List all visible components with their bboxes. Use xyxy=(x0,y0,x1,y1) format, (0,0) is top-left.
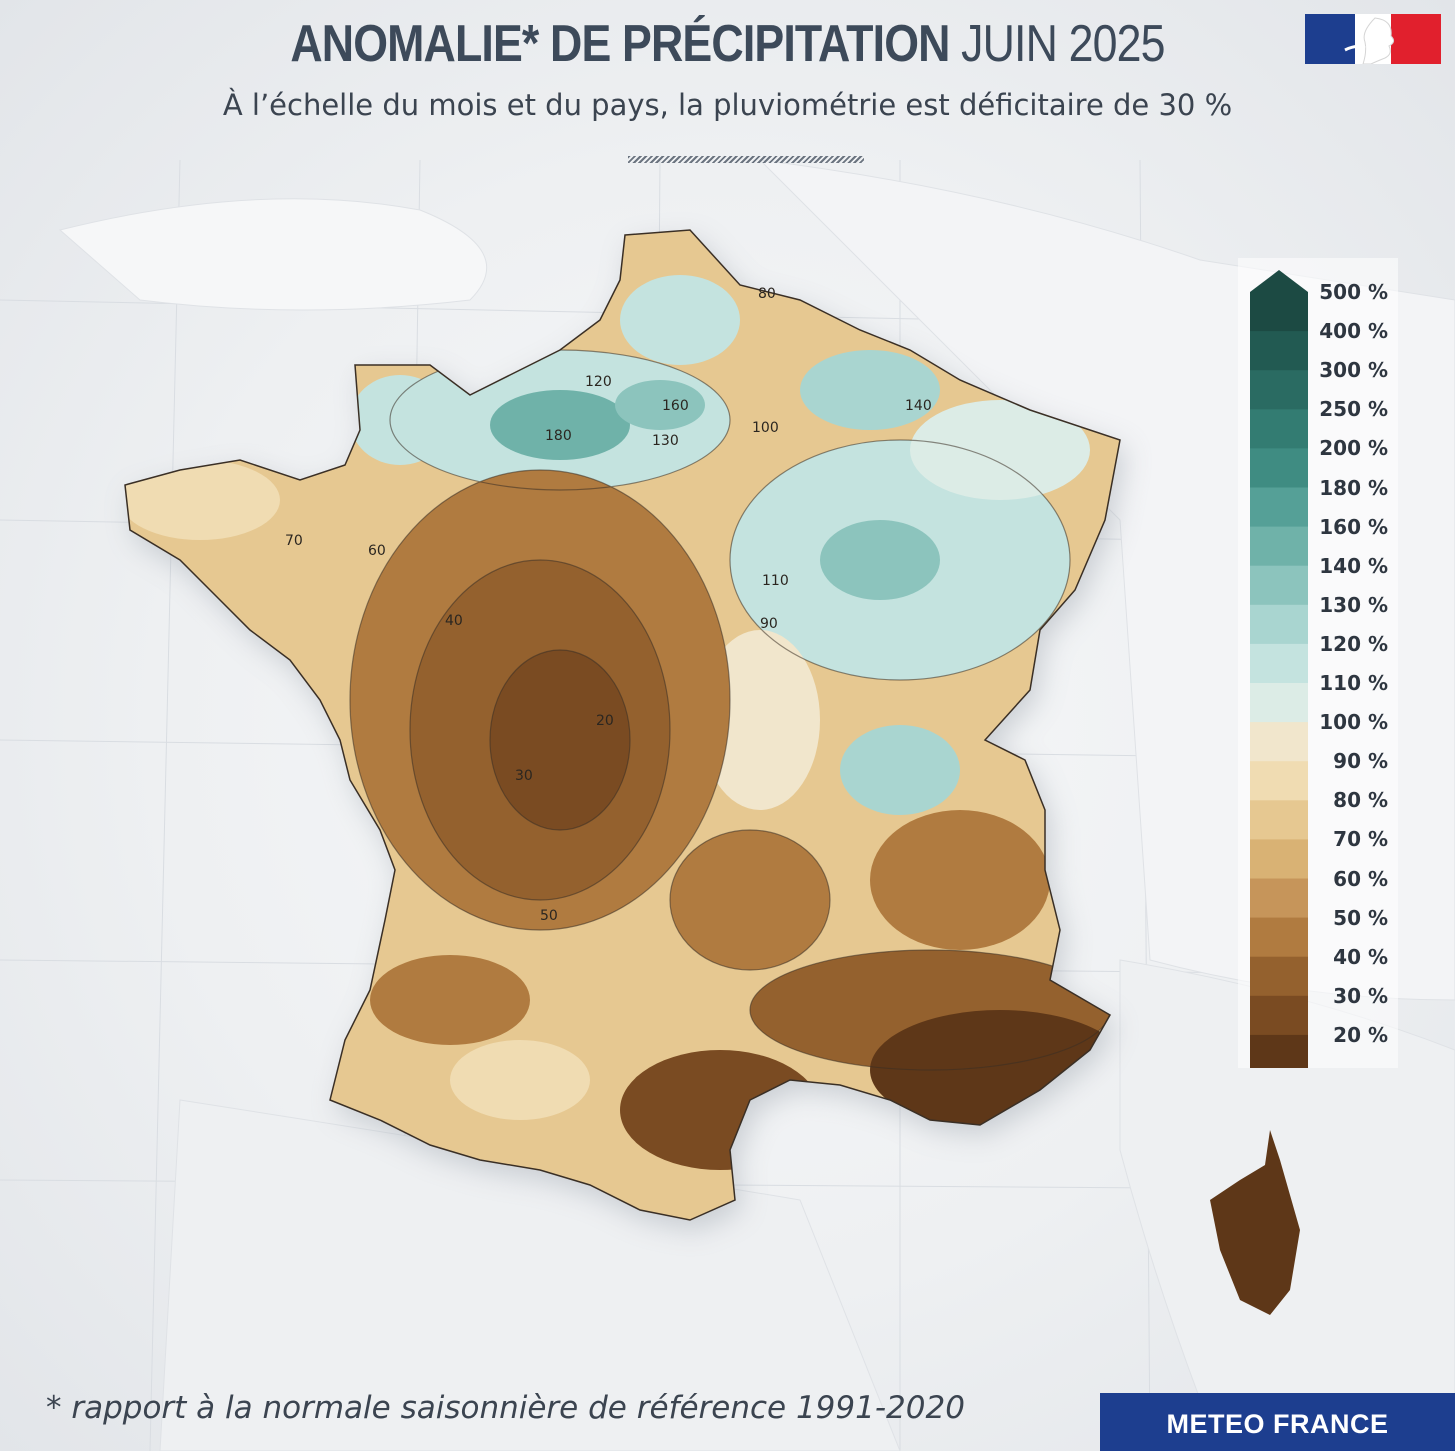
contour-label: 90 xyxy=(760,616,778,632)
legend-label: 40 % xyxy=(1333,944,1388,969)
legend-label: 70 % xyxy=(1333,827,1388,852)
legend-swatch xyxy=(1250,761,1308,801)
legend-swatch xyxy=(1250,448,1308,488)
legend-label: 300 % xyxy=(1319,358,1388,383)
contour-labels: 80 100 120 130 160 180 140 110 90 70 60 … xyxy=(285,286,932,924)
footnote: * rapport à la normale saisonnière de ré… xyxy=(46,1390,965,1426)
uk-shape xyxy=(58,198,488,311)
title-date: JUIN 2025 xyxy=(961,15,1165,73)
legend-label: 500 % xyxy=(1319,280,1388,304)
legend-label: 20 % xyxy=(1333,1022,1388,1047)
legend-label: 90 % xyxy=(1333,749,1388,774)
contour-label: 120 xyxy=(585,374,612,390)
contour-label: 80 xyxy=(758,286,776,302)
legend-swatch xyxy=(1250,839,1308,879)
legend-swatch xyxy=(1250,995,1308,1036)
contour-label: 20 xyxy=(596,713,614,729)
contour-label: 110 xyxy=(762,573,789,589)
legend-label: 100 % xyxy=(1319,710,1388,735)
legend-label: 160 % xyxy=(1319,514,1388,539)
legend-swatch xyxy=(1250,370,1308,410)
legend-swatch xyxy=(1250,526,1308,567)
legend-label: 50 % xyxy=(1333,905,1388,930)
corsica xyxy=(1210,1130,1300,1315)
legend-label: 80 % xyxy=(1333,788,1388,813)
legend-swatch xyxy=(1250,487,1308,528)
legend-label: 180 % xyxy=(1319,475,1388,500)
contour-label: 140 xyxy=(905,398,932,414)
legend-label: 30 % xyxy=(1333,983,1388,1008)
legend-swatch xyxy=(1250,878,1308,919)
legend-swatch xyxy=(1250,604,1308,645)
legend-swatch xyxy=(1250,409,1308,449)
contour-label: 60 xyxy=(368,543,386,559)
legend-label: 250 % xyxy=(1319,397,1388,422)
legend-color-bar xyxy=(1250,270,1308,1068)
contour-label: 180 xyxy=(545,428,572,444)
meteo-france-logo: METEO FRANCE xyxy=(1100,1393,1455,1451)
legend-label: 60 % xyxy=(1333,866,1388,891)
legend-swatch xyxy=(1250,917,1308,958)
contour-label: 160 xyxy=(662,398,689,414)
legend-swatch xyxy=(1250,292,1308,332)
contour-label: 40 xyxy=(445,613,463,629)
legend-swatch xyxy=(1250,643,1308,684)
page-subtitle: À l’échelle du mois et du pays, la pluvi… xyxy=(222,88,1233,122)
legend-swatch xyxy=(1250,565,1308,606)
legend-label: 110 % xyxy=(1319,671,1388,695)
contour-label: 30 xyxy=(515,768,533,784)
title-main: ANOMALIE* DE PRÉCIPITATION xyxy=(290,15,950,73)
contour-label: 130 xyxy=(652,433,679,449)
title-divider xyxy=(628,156,864,163)
legend-swatch xyxy=(1250,800,1308,840)
page-title: ANOMALIE* DE PRÉCIPITATION JUIN 2025 xyxy=(102,14,1353,74)
legend-label: 120 % xyxy=(1319,631,1388,656)
legend-label: 130 % xyxy=(1319,592,1388,617)
legend-label: 140 % xyxy=(1319,553,1388,578)
legend-swatch xyxy=(1250,331,1308,371)
color-legend: 500 % 400 % 300 % 250 % 200 % 180 % 160 % 140 %… xyxy=(1238,258,1398,1068)
republique-francaise-logo xyxy=(1305,14,1441,64)
contour-label: 50 xyxy=(540,908,558,924)
legend-swatch xyxy=(1250,1034,1308,1068)
legend-swatch xyxy=(1250,722,1308,762)
france-mainland xyxy=(125,230,1120,1220)
legend-label: 200 % xyxy=(1319,436,1388,461)
contour-label: 70 xyxy=(285,533,303,549)
contour-label: 100 xyxy=(752,420,779,436)
legend-arrow-top xyxy=(1250,270,1308,292)
legend-label: 400 % xyxy=(1319,319,1388,344)
legend-swatch xyxy=(1250,956,1308,997)
legend-swatch xyxy=(1250,683,1308,723)
